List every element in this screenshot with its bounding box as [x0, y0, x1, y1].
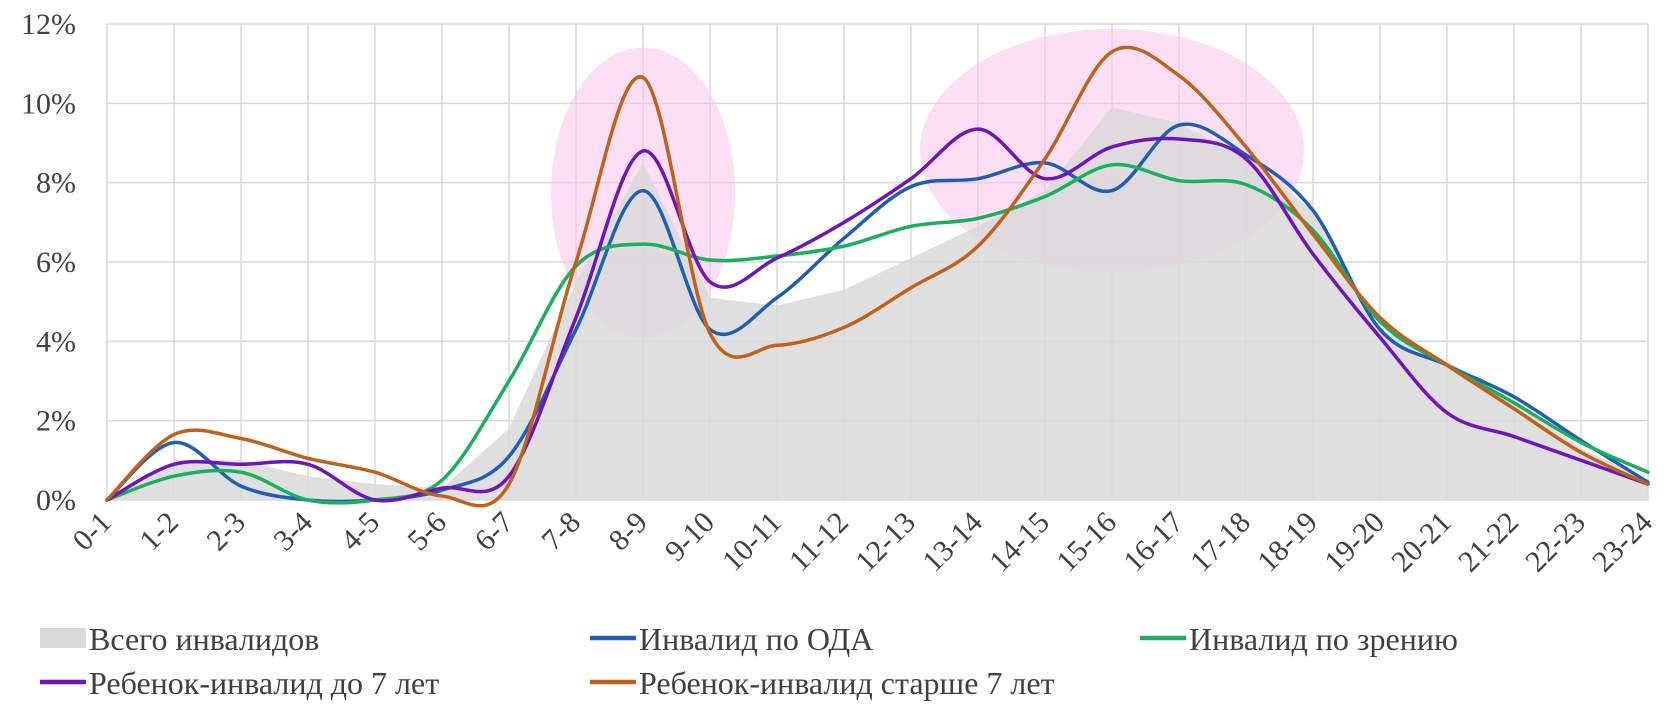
- area-series-layer: [107, 107, 1648, 501]
- x-tick-label: 10-11: [716, 506, 788, 578]
- y-tick-label: 12%: [21, 8, 76, 41]
- x-tick-label: 12-13: [849, 506, 922, 579]
- x-tick-label: 3-4: [267, 506, 319, 558]
- x-tick-label: 2-3: [200, 506, 252, 558]
- x-tick-label: 8-9: [602, 506, 654, 558]
- x-tick-label: 7-8: [535, 506, 587, 558]
- legend-label: Ребенок-инвалид старше 7 лет: [639, 665, 1055, 701]
- x-tick-label: 13-14: [916, 506, 989, 579]
- legend-label: Инвалид по зрению: [1189, 621, 1458, 657]
- y-axis-tick-labels: 0% 2% 4% 6% 8% 10% 12%: [21, 8, 76, 517]
- y-tick-label: 4%: [36, 325, 76, 358]
- x-tick-label: 5-6: [401, 506, 453, 558]
- x-tick-label: 19-20: [1318, 506, 1391, 579]
- x-tick-label: 18-19: [1251, 506, 1324, 579]
- line-series-3: [105, 127, 1650, 503]
- legend-label: Ребенок-инвалид до 7 лет: [89, 665, 439, 701]
- x-tick-label: 6-7: [468, 506, 520, 558]
- x-tick-label: 21-22: [1452, 506, 1525, 579]
- y-tick-label: 6%: [36, 246, 76, 279]
- x-tick-label: 1-2: [133, 506, 185, 558]
- chart-legend: Всего инвалидов Инвалид по ОДА Инвалид по …: [40, 621, 1458, 701]
- y-tick-label: 2%: [36, 405, 76, 438]
- x-tick-label: 23-24: [1586, 506, 1659, 579]
- line-series-layer: [105, 45, 1650, 508]
- y-tick-label: 0%: [36, 484, 76, 517]
- y-tick-label: 8%: [36, 167, 76, 200]
- y-tick-label: 10%: [21, 87, 76, 120]
- legend-swatch: [40, 628, 86, 648]
- x-tick-label: 4-5: [334, 506, 386, 558]
- x-tick-label: 22-23: [1519, 506, 1592, 579]
- line-series-4: [105, 45, 1650, 508]
- legend-label: Всего инвалидов: [89, 621, 319, 657]
- x-tick-label: 11-12: [783, 506, 855, 578]
- x-tick-label: 17-18: [1184, 506, 1257, 579]
- x-tick-label: 14-15: [983, 506, 1056, 579]
- x-tick-label: 16-17: [1117, 506, 1190, 579]
- x-tick-label: 9-10: [659, 506, 721, 568]
- x-tick-label: 15-16: [1050, 506, 1123, 579]
- legend-label: Инвалид по ОДА: [639, 621, 873, 657]
- area-series-total: [107, 107, 1648, 501]
- x-tick-label: 20-21: [1385, 506, 1458, 579]
- x-axis-tick-labels: 0-1 1-2 2-3 3-4 4-5 5-6 6-7 7-8 8-9 9-1010-1111-1…: [66, 506, 1659, 579]
